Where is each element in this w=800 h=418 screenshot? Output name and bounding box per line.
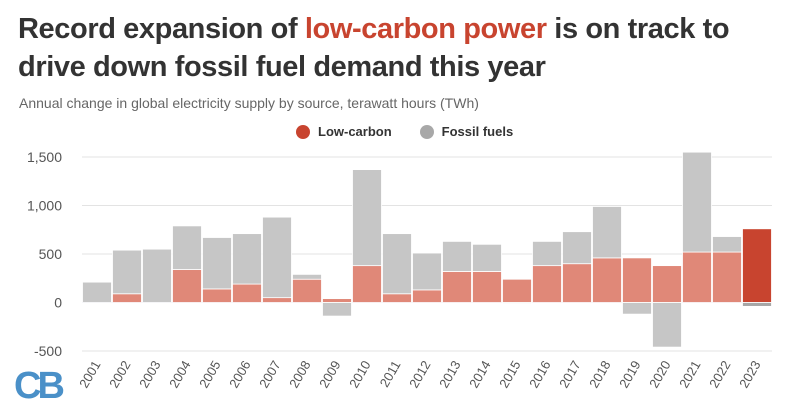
bar-low-carbon bbox=[382, 293, 412, 303]
bar-fossil-fuels bbox=[472, 243, 502, 272]
title-part-1: Record expansion of bbox=[18, 13, 305, 45]
bar-low-carbon bbox=[622, 257, 652, 303]
bar-low-carbon bbox=[172, 269, 202, 303]
x-tick-label: 2009 bbox=[316, 358, 343, 391]
x-tick-label: 2011 bbox=[377, 358, 404, 390]
legend-swatch-low-carbon bbox=[296, 124, 310, 139]
y-tick-label: 500 bbox=[39, 246, 63, 262]
x-tick-label: 2004 bbox=[166, 358, 193, 391]
x-tick-label: 2002 bbox=[106, 358, 133, 391]
bar-low-carbon bbox=[502, 278, 532, 303]
bar-low-carbon bbox=[412, 289, 442, 303]
bar-fossil-fuels bbox=[112, 249, 142, 295]
x-tick-label: 2018 bbox=[586, 358, 613, 391]
y-tick-label: 0 bbox=[54, 295, 62, 311]
bar-fossil-fuels bbox=[502, 302, 532, 304]
bar-fossil-fuels bbox=[202, 237, 232, 290]
bar-low-carbon bbox=[322, 298, 352, 303]
bar-fossil-fuels bbox=[232, 233, 262, 285]
x-tick-label: 2008 bbox=[286, 358, 313, 391]
bar-fossil-fuels bbox=[562, 231, 592, 265]
bar-low-carbon bbox=[712, 251, 742, 303]
title-part-2: is on track to drive down fossil fuel de… bbox=[18, 13, 730, 83]
bar-low-carbon bbox=[232, 283, 262, 303]
x-tick-label: 2017 bbox=[556, 358, 583, 391]
chart-subtitle: Annual change in global electricity supp… bbox=[19, 95, 479, 111]
bar-fossil-fuels bbox=[592, 206, 622, 259]
bar-fossil-fuels bbox=[412, 252, 442, 291]
x-tick-label: 2005 bbox=[196, 358, 223, 391]
carbon-brief-logo: CB bbox=[14, 365, 65, 407]
legend-swatch-fossil-fuels bbox=[419, 124, 434, 139]
bar-fossil-fuels bbox=[82, 281, 112, 303]
legend-label-low-carbon: Low-carbon bbox=[318, 124, 392, 139]
bar-fossil-fuels bbox=[322, 302, 352, 317]
bar-fossil-fuels bbox=[652, 302, 682, 348]
bar-fossil-fuels bbox=[622, 302, 652, 315]
x-tick-label: 2021 bbox=[676, 358, 703, 391]
bar-low-carbon bbox=[292, 278, 322, 303]
bar-fossil-fuels bbox=[442, 240, 472, 272]
x-tick-label: 2001 bbox=[76, 358, 103, 391]
chart-legend: Low-carbon Fossil fuels bbox=[296, 124, 541, 139]
y-tick-label: 1,500 bbox=[27, 149, 62, 165]
bar-fossil-fuels bbox=[262, 216, 292, 299]
bar-low-carbon bbox=[532, 265, 562, 303]
bar-fossil-fuels bbox=[142, 248, 172, 303]
bar-fossil-fuels bbox=[352, 169, 382, 267]
bar-low-carbon bbox=[202, 288, 232, 303]
bar-low-carbon bbox=[562, 263, 592, 303]
x-tick-label: 2015 bbox=[496, 358, 523, 391]
bar-fossil-fuels bbox=[712, 236, 742, 253]
bar-fossil-fuels bbox=[382, 233, 412, 295]
bar-low-carbon bbox=[682, 251, 712, 303]
x-tick-label: 2022 bbox=[706, 358, 733, 391]
bar-low-carbon bbox=[472, 271, 502, 303]
bar-fossil-fuels bbox=[292, 273, 322, 280]
bar-fossil-fuels bbox=[532, 240, 562, 267]
y-tick-label: 1,000 bbox=[27, 198, 62, 214]
bar-low-carbon bbox=[742, 228, 772, 303]
title-highlight: low-carbon power bbox=[304, 13, 547, 45]
x-tick-label: 2013 bbox=[436, 358, 463, 391]
bar-low-carbon bbox=[442, 271, 472, 303]
x-tick-label: 2007 bbox=[256, 358, 283, 391]
bar-fossil-fuels bbox=[172, 225, 202, 270]
x-tick-label: 2006 bbox=[226, 358, 253, 391]
bar-fossil-fuels bbox=[742, 302, 772, 307]
chart-title: Record expansion of low-carbon power is … bbox=[18, 10, 788, 86]
bar-low-carbon bbox=[352, 265, 382, 303]
bar-fossil-fuels bbox=[682, 151, 712, 253]
x-tick-label: 2014 bbox=[466, 358, 493, 391]
legend-item-fossil-fuels: Fossil fuels bbox=[419, 124, 514, 139]
bar-low-carbon bbox=[262, 297, 292, 303]
x-tick-label: 2012 bbox=[406, 358, 433, 391]
bar-low-carbon bbox=[112, 293, 142, 303]
x-tick-label: 2023 bbox=[736, 358, 763, 391]
x-tick-label: 2003 bbox=[136, 358, 163, 391]
bar-low-carbon bbox=[592, 257, 622, 303]
x-tick-label: 2019 bbox=[616, 358, 643, 391]
x-tick-label: 2020 bbox=[646, 358, 673, 391]
legend-label-fossil-fuels: Fossil fuels bbox=[441, 124, 514, 139]
x-tick-label: 2016 bbox=[526, 358, 553, 391]
y-tick-label: -500 bbox=[34, 343, 62, 359]
x-tick-label: 2010 bbox=[346, 358, 373, 391]
legend-item-low-carbon: Low-carbon bbox=[296, 124, 392, 139]
bar-low-carbon bbox=[652, 265, 682, 303]
